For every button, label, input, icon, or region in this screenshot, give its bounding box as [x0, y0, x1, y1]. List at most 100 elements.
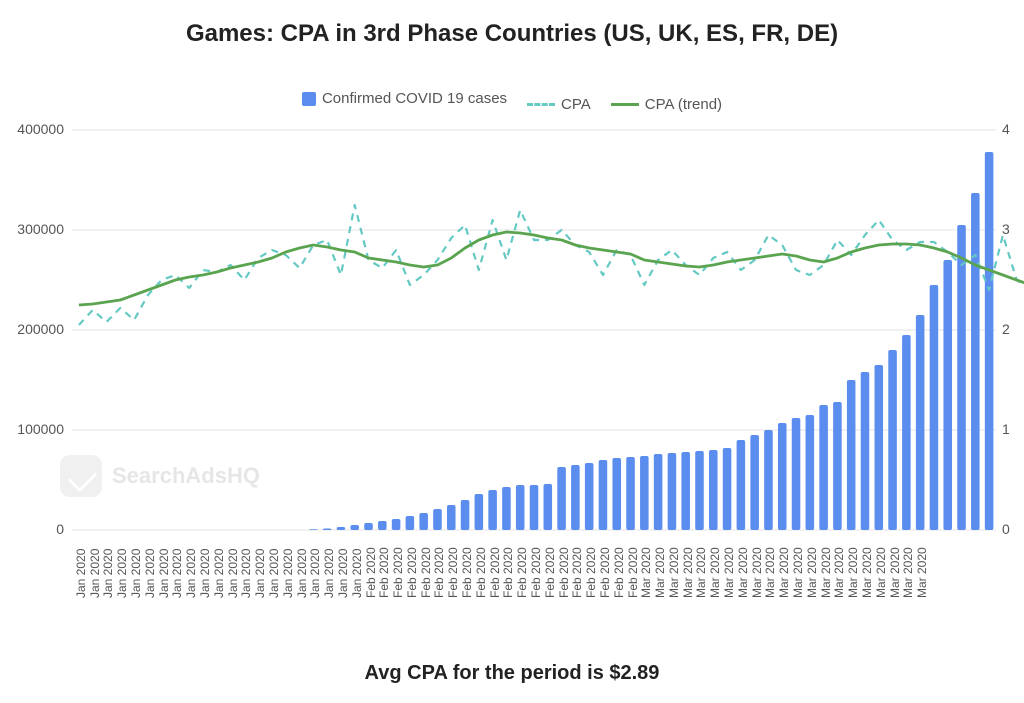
bar — [640, 456, 649, 530]
x-tick-label: Mar 2020 — [722, 547, 736, 598]
y-right-tick-label: 4 — [1002, 121, 1010, 137]
x-tick-label: Feb 2020 — [529, 547, 543, 598]
bar — [861, 372, 870, 530]
x-tick-label: Jan 2020 — [295, 549, 309, 598]
bar — [530, 485, 539, 530]
x-tick-label: Feb 2020 — [391, 547, 405, 598]
x-tick-label: Jan 2020 — [101, 549, 115, 598]
x-tick-label: Mar 2020 — [805, 547, 819, 598]
x-tick-label: Mar 2020 — [846, 547, 860, 598]
y-right-tick-label: 0 — [1002, 521, 1010, 537]
bar — [971, 193, 980, 530]
bar — [433, 509, 442, 530]
x-tick-label: Mar 2020 — [750, 547, 764, 598]
x-tick-label: Mar 2020 — [888, 547, 902, 598]
bar — [544, 484, 553, 530]
x-tick-label: Jan 2020 — [281, 549, 295, 598]
bar — [419, 513, 428, 530]
x-tick-label: Jan 2020 — [350, 549, 364, 598]
x-tick-label: Jan 2020 — [157, 549, 171, 598]
cpa-trend-line — [79, 232, 1024, 305]
x-tick-label: Feb 2020 — [557, 547, 571, 598]
x-tick-label: Feb 2020 — [570, 547, 584, 598]
bar — [888, 350, 897, 530]
bar — [516, 485, 525, 530]
x-tick-label: Feb 2020 — [432, 547, 446, 598]
bar — [847, 380, 856, 530]
y-right-tick-label: 2 — [1002, 321, 1010, 337]
x-tick-label: Jan 2020 — [88, 549, 102, 598]
bar — [557, 467, 566, 530]
bar — [488, 490, 497, 530]
bar — [902, 335, 911, 530]
y-right-tick-label: 1 — [1002, 421, 1010, 437]
bar — [819, 405, 828, 530]
y-right-tick-label: 3 — [1002, 221, 1010, 237]
bar — [309, 529, 318, 530]
bar — [337, 527, 346, 530]
x-tick-label: Mar 2020 — [736, 547, 750, 598]
bar — [378, 521, 387, 530]
x-tick-label: Mar 2020 — [667, 547, 681, 598]
x-tick-label: Jan 2020 — [226, 549, 240, 598]
x-tick-label: Jan 2020 — [115, 549, 129, 598]
x-tick-label: Jan 2020 — [322, 549, 336, 598]
x-tick-label: Jan 2020 — [212, 549, 226, 598]
x-tick-label: Feb 2020 — [543, 547, 557, 598]
x-tick-label: Mar 2020 — [791, 547, 805, 598]
x-tick-label: Feb 2020 — [460, 547, 474, 598]
bar — [778, 423, 787, 530]
bar — [571, 465, 580, 530]
bar — [723, 448, 732, 530]
bar — [392, 519, 401, 530]
bar — [930, 285, 939, 530]
bar — [750, 435, 759, 530]
x-tick-label: Mar 2020 — [708, 547, 722, 598]
x-tick-label: Jan 2020 — [267, 549, 281, 598]
bar — [737, 440, 746, 530]
bar — [626, 457, 635, 530]
x-tick-label: Jan 2020 — [336, 549, 350, 598]
y-left-tick-label: 200000 — [0, 321, 64, 337]
x-tick-label: Mar 2020 — [653, 547, 667, 598]
bar — [764, 430, 773, 530]
chart-subtitle: Avg CPA for the period is $2.89 — [0, 662, 1024, 685]
x-tick-label: Feb 2020 — [584, 547, 598, 598]
x-tick-label: Feb 2020 — [405, 547, 419, 598]
y-left-tick-label: 300000 — [0, 221, 64, 237]
x-tick-label: Jan 2020 — [184, 549, 198, 598]
x-tick-label: Mar 2020 — [860, 547, 874, 598]
y-left-tick-label: 0 — [0, 521, 64, 537]
x-tick-label: Mar 2020 — [639, 547, 653, 598]
x-tick-label: Feb 2020 — [488, 547, 502, 598]
x-tick-label: Feb 2020 — [419, 547, 433, 598]
x-tick-label: Feb 2020 — [364, 547, 378, 598]
bar — [461, 500, 470, 530]
x-tick-label: Feb 2020 — [474, 547, 488, 598]
bar — [475, 494, 484, 530]
bar — [709, 450, 718, 530]
bar — [957, 225, 966, 530]
bar — [447, 505, 456, 530]
x-tick-label: Feb 2020 — [377, 547, 391, 598]
x-tick-label: Mar 2020 — [819, 547, 833, 598]
x-tick-label: Mar 2020 — [777, 547, 791, 598]
bar — [668, 453, 677, 530]
cpa-line — [79, 205, 1024, 325]
x-tick-label: Feb 2020 — [446, 547, 460, 598]
bar — [985, 152, 994, 530]
bar — [875, 365, 884, 530]
x-tick-label: Jan 2020 — [74, 549, 88, 598]
chart-container: { "title": "Games: CPA in 3rd Phase Coun… — [0, 0, 1024, 703]
x-tick-label: Jan 2020 — [143, 549, 157, 598]
x-tick-label: Feb 2020 — [515, 547, 529, 598]
x-tick-label: Mar 2020 — [694, 547, 708, 598]
x-tick-label: Feb 2020 — [612, 547, 626, 598]
x-tick-label: Mar 2020 — [874, 547, 888, 598]
x-tick-label: Jan 2020 — [198, 549, 212, 598]
x-tick-label: Jan 2020 — [308, 549, 322, 598]
bar — [833, 402, 842, 530]
bar — [681, 452, 690, 530]
bar — [806, 415, 815, 530]
bar — [943, 260, 952, 530]
